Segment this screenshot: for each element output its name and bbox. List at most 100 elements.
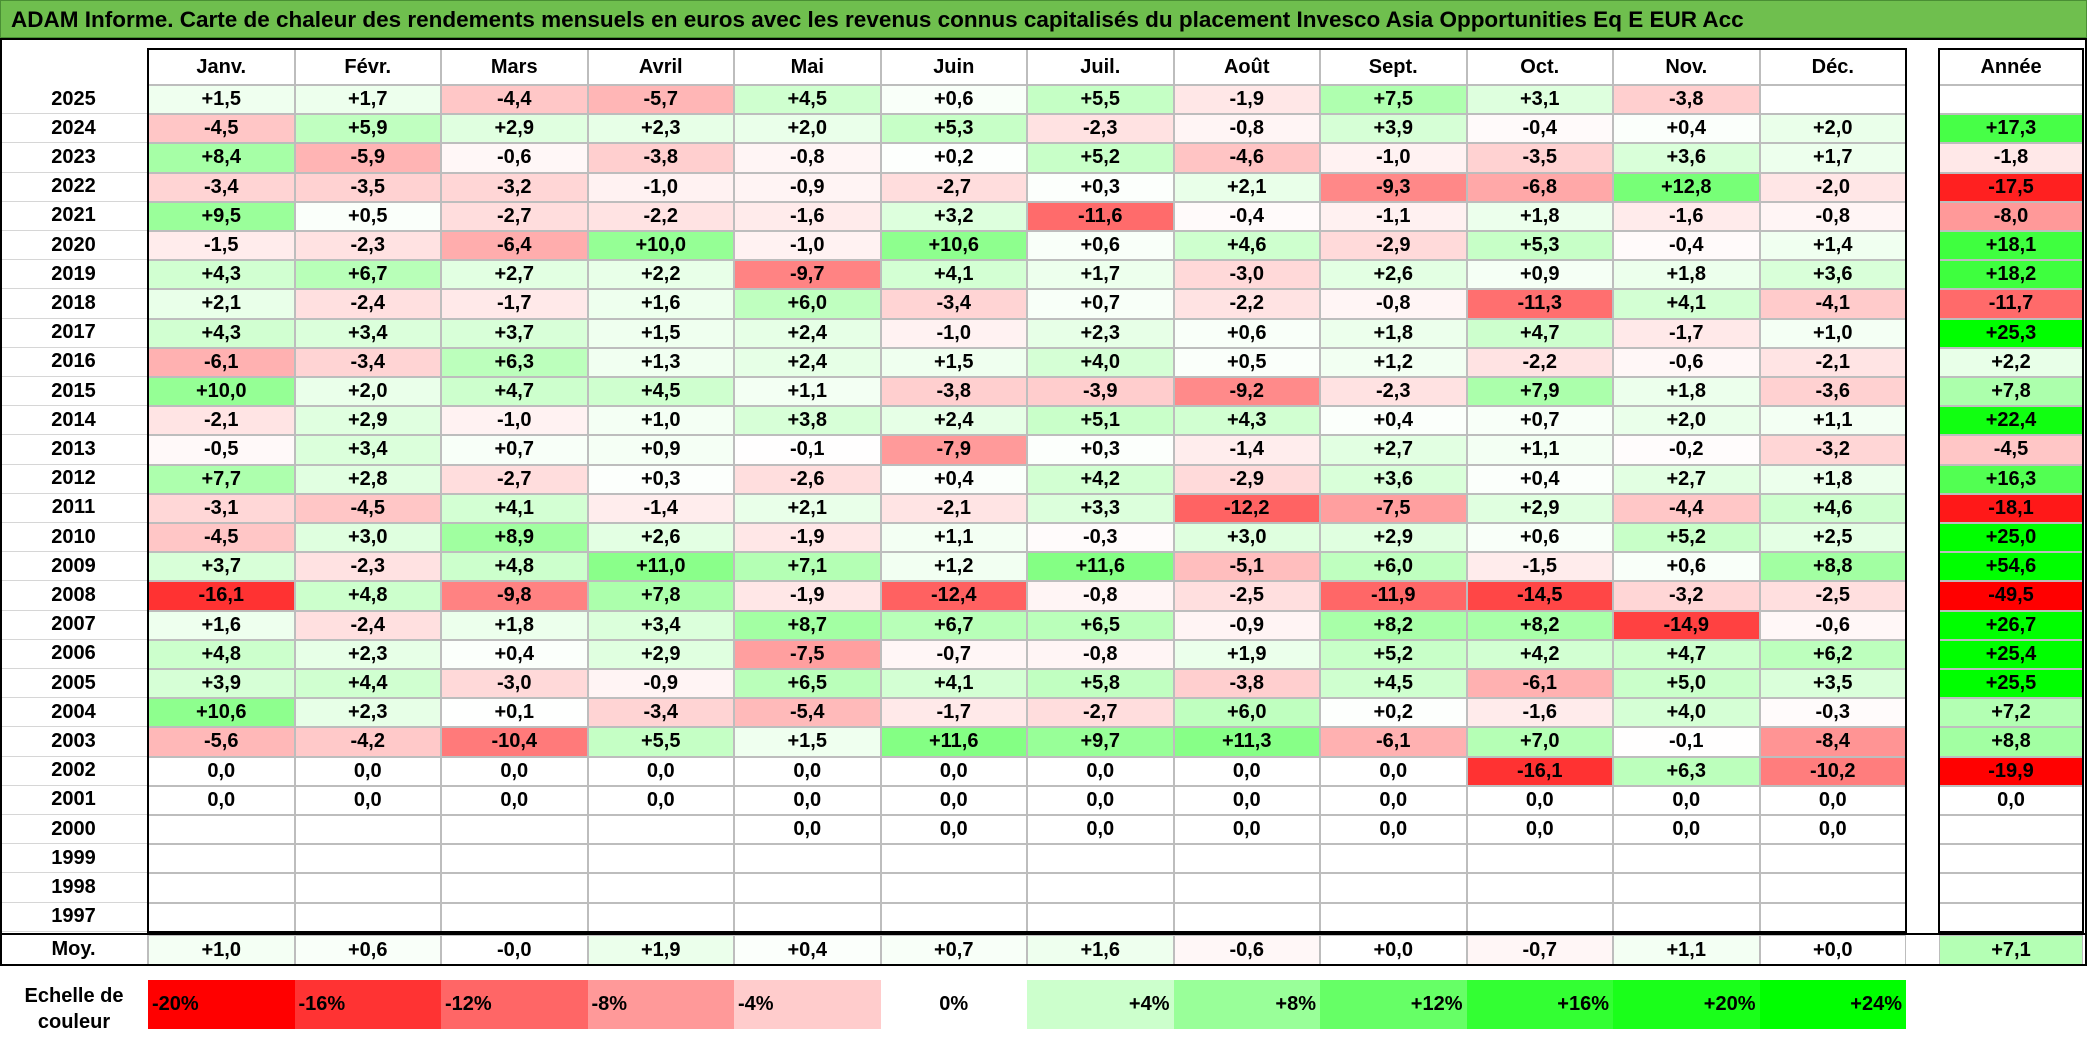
annual-cell: +7,2 — [1939, 698, 2083, 728]
average-separator — [0, 933, 2087, 935]
heatmap-cell — [1759, 873, 1906, 903]
heatmap-cell: +4,1 — [880, 669, 1027, 699]
heatmap-cell: -1,5 — [148, 231, 295, 261]
heatmap-cell: -3,2 — [441, 172, 588, 202]
heatmap-cell: -0,6 — [441, 143, 588, 173]
heatmap-cell: +4,3 — [1173, 406, 1320, 436]
heatmap-cell: +4,5 — [1320, 669, 1467, 699]
heatmap-cell: +9,7 — [1027, 727, 1174, 757]
heatmap-cell — [1759, 85, 1906, 115]
heatmap-cell: +0,4 — [1466, 464, 1613, 494]
heatmap-cell: -3,8 — [1173, 669, 1320, 699]
annual-cell: +8,8 — [1939, 727, 2083, 757]
heatmap-cell: -2,9 — [1173, 464, 1320, 494]
heatmap-cell: 0,0 — [294, 785, 441, 815]
heatmap-cell: -3,6 — [1759, 377, 1906, 407]
average-cell: +0,0 — [1759, 935, 1906, 965]
year-label: 2007 — [0, 610, 148, 640]
heatmap-cell: +4,3 — [148, 318, 295, 348]
heatmap-cell: -1,7 — [441, 289, 588, 319]
heatmap-cell: -1,0 — [880, 318, 1027, 348]
annual-cell: -19,9 — [1939, 756, 2083, 786]
heatmap-cell: +5,5 — [587, 727, 734, 757]
heatmap-cell: -2,2 — [1173, 289, 1320, 319]
heatmap-cell: -3,5 — [1466, 143, 1613, 173]
heatmap-cell: +10,6 — [880, 231, 1027, 261]
color-scale-stop: -12% — [441, 980, 588, 1029]
heatmap-cell: -2,3 — [1320, 377, 1467, 407]
year-label: 2019 — [0, 260, 148, 290]
heatmap-cell: +7,5 — [1320, 85, 1467, 115]
heatmap-cell: -1,7 — [1613, 318, 1760, 348]
heatmap-cell — [1613, 902, 1760, 932]
year-label: 1997 — [0, 902, 148, 932]
heatmap-cell: +3,7 — [148, 552, 295, 582]
heatmap-cell: -1,6 — [1613, 201, 1760, 231]
heatmap-cell: 0,0 — [1466, 785, 1613, 815]
annual-cell — [1939, 815, 2083, 845]
heatmap-cell: +0,7 — [441, 435, 588, 465]
heatmap-cell: -0,8 — [1027, 639, 1174, 669]
year-label: 2023 — [0, 143, 148, 173]
heatmap-cell: +1,2 — [880, 552, 1027, 582]
heatmap-cell: +1,8 — [441, 610, 588, 640]
heatmap-cell — [294, 844, 441, 874]
heatmap-cell: -3,4 — [294, 347, 441, 377]
annual-cell: -18,1 — [1939, 493, 2083, 523]
heatmap-cell — [1173, 873, 1320, 903]
heatmap-cell — [1759, 844, 1906, 874]
year-label: 2025 — [0, 85, 148, 115]
heatmap-cell: +0,4 — [441, 639, 588, 669]
heatmap-cell — [1320, 902, 1467, 932]
heatmap-cell: +0,6 — [1027, 231, 1174, 261]
heatmap-cell: -2,2 — [587, 201, 734, 231]
year-label: 2002 — [0, 756, 148, 786]
heatmap-cell: +4,1 — [441, 493, 588, 523]
year-label: 2021 — [0, 201, 148, 231]
annual-cell: +25,3 — [1939, 318, 2083, 348]
year-label: 2022 — [0, 172, 148, 202]
heatmap-cell: +0,4 — [880, 464, 1027, 494]
heatmap-cell: -1,6 — [1466, 698, 1613, 728]
heatmap-cell: 0,0 — [441, 756, 588, 786]
heatmap-cell: +11,3 — [1173, 727, 1320, 757]
month-header: Sept. — [1320, 49, 1467, 85]
year-label: 1998 — [0, 873, 148, 903]
heatmap-cell: -0,5 — [148, 435, 295, 465]
heatmap-cell: +2,3 — [294, 698, 441, 728]
heatmap-cell: +2,9 — [294, 406, 441, 436]
heatmap-cell: 0,0 — [1173, 815, 1320, 845]
heatmap-cell: +5,3 — [1466, 231, 1613, 261]
annual-cell: +17,3 — [1939, 114, 2083, 144]
heatmap-cell: 0,0 — [1759, 815, 1906, 845]
heatmap-cell — [734, 902, 881, 932]
heatmap-cell — [441, 815, 588, 845]
heatmap-cell: +5,0 — [1613, 669, 1760, 699]
heatmap-cell: 0,0 — [587, 785, 734, 815]
heatmap-cell: +0,3 — [1027, 435, 1174, 465]
average-cell: +1,9 — [587, 935, 734, 965]
heatmap-cell: -2,7 — [441, 464, 588, 494]
heatmap-cell: -0,8 — [1173, 114, 1320, 144]
heatmap-cell: +1,4 — [1759, 231, 1906, 261]
heatmap-cell: +1,7 — [1027, 260, 1174, 290]
annual-cell — [1939, 844, 2083, 874]
heatmap-cell: -4,4 — [1613, 493, 1760, 523]
heatmap-cell: +0,7 — [1027, 289, 1174, 319]
heatmap-cell: -9,3 — [1320, 172, 1467, 202]
heatmap-cell: -16,1 — [148, 581, 295, 611]
heatmap-cell: -0,7 — [880, 639, 1027, 669]
heatmap-cell: +7,1 — [734, 552, 881, 582]
heatmap-cell: +2,7 — [1320, 435, 1467, 465]
heatmap-cell: +3,7 — [441, 318, 588, 348]
heatmap-cell — [1466, 844, 1613, 874]
heatmap-cell: +1,1 — [1466, 435, 1613, 465]
heatmap-cell: +0,4 — [1613, 114, 1760, 144]
heatmap-cell: +2,3 — [1027, 318, 1174, 348]
heatmap-cell: -2,6 — [734, 464, 881, 494]
year-label: 2017 — [0, 318, 148, 348]
heatmap-cell: +1,9 — [1173, 639, 1320, 669]
heatmap-cell: +2,4 — [734, 318, 881, 348]
heatmap-cell: +5,5 — [1027, 85, 1174, 115]
heatmap-cell — [1173, 844, 1320, 874]
